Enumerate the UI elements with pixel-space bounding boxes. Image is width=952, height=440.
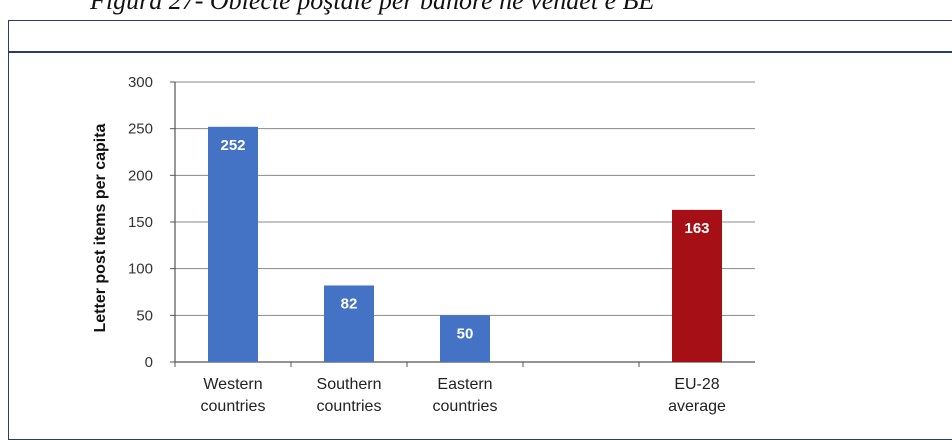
bar [672,209,722,362]
y-tick-label: 250 [128,121,153,138]
data-label: 163 [684,220,709,237]
bar [208,126,258,362]
y-tick-label: 100 [128,261,153,278]
data-label: 252 [220,137,245,154]
x-tick-label: countries [433,398,498,415]
gridlines [175,81,755,316]
x-tick-label: average [668,398,726,415]
frame-divider [8,51,952,53]
x-tick-label: countries [317,398,382,415]
bars [208,126,722,362]
x-tick-label: Western [203,376,262,393]
bar [324,285,374,362]
y-tick-labels: 0 50 100 150 200 250 300 [128,74,153,371]
y-tick-label: 150 [128,214,153,231]
y-tick-label: 200 [128,167,153,184]
x-tick-label: EU-28 [674,376,719,393]
x-tick-label: Southern [317,376,382,393]
x-tick-label: countries [201,398,266,415]
data-labels: 252 82 50 163 [220,137,709,343]
figure-caption: Figura 27- Obiecte poştale per banore në… [90,0,655,15]
y-axis-label: Letter post items per capita [92,123,109,332]
y-tick-label: 300 [128,74,153,91]
x-tick-labels: Western countries Southern countries Eastern… [201,376,726,415]
y-tick-label: 0 [145,354,153,371]
bar [440,315,490,362]
x-tick-label: Eastern [437,376,492,393]
y-tick-label: 50 [136,307,153,324]
data-label: 82 [341,295,358,312]
data-label: 50 [457,325,474,342]
